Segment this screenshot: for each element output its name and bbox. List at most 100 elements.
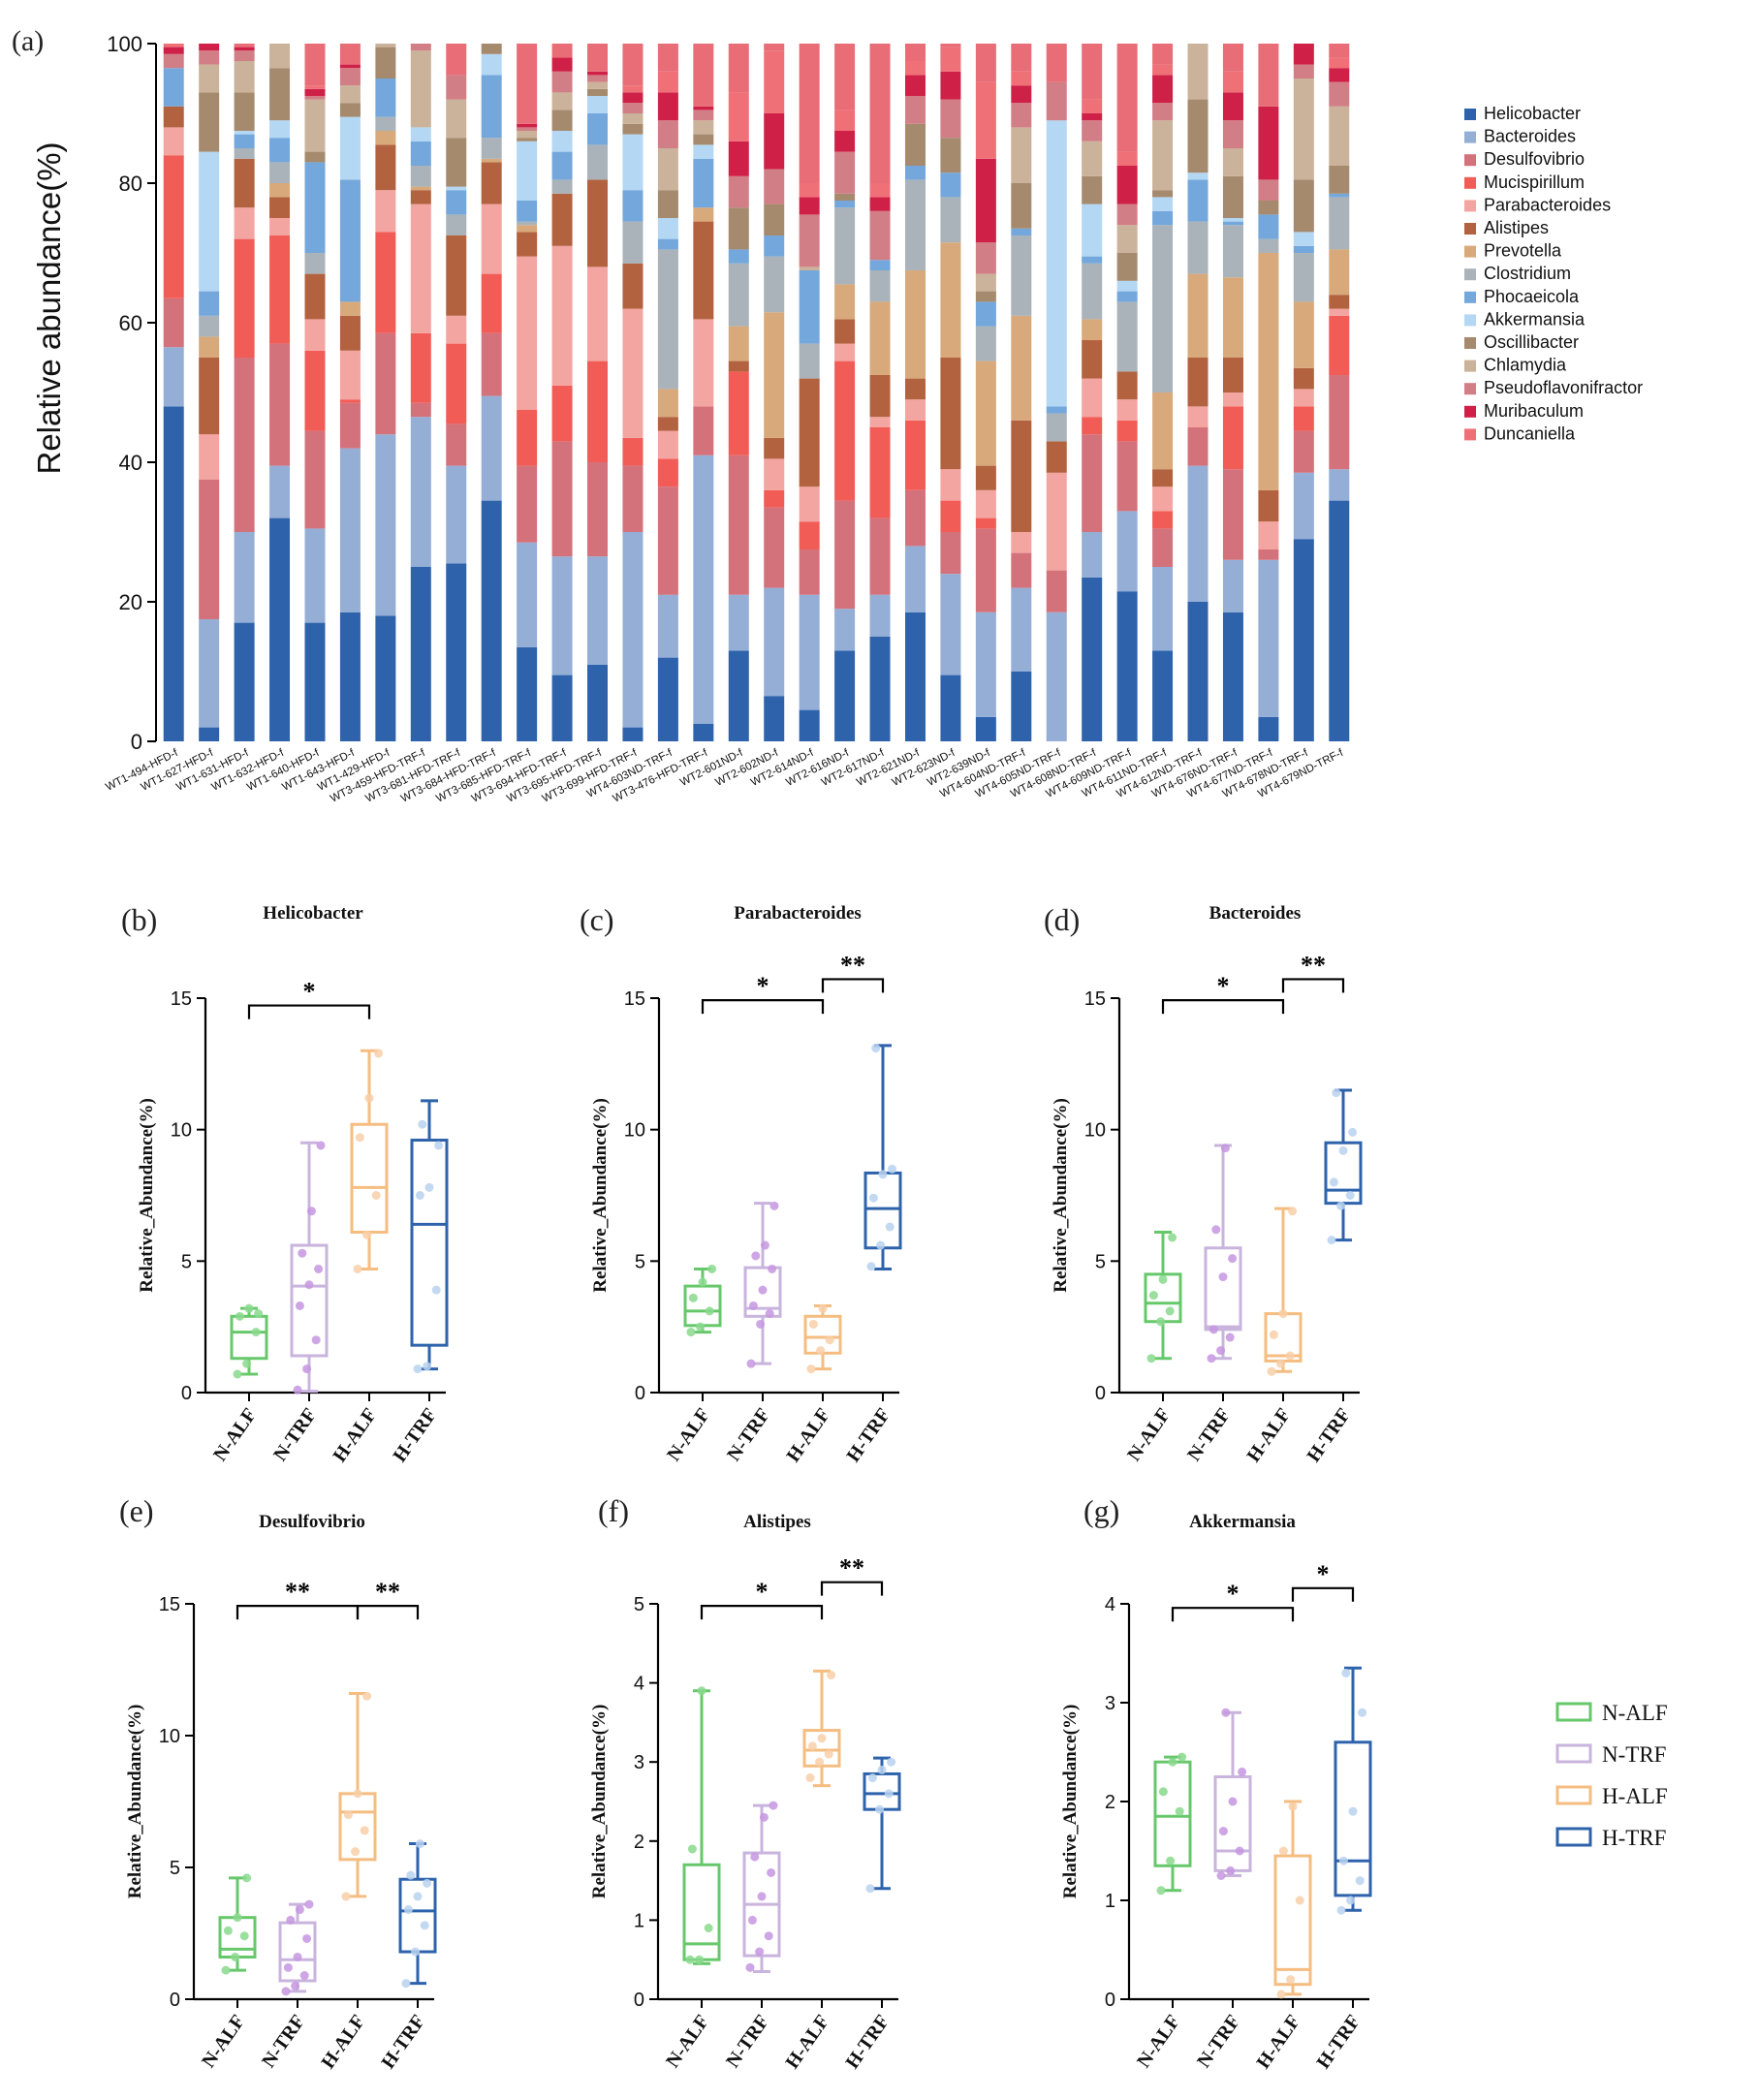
group-legend: N-ALF N-TRF H-ALF H-TRF [1555, 1701, 1668, 1850]
y-axis-label: Relative_Abundance(%) [1060, 1705, 1081, 1899]
data-point [242, 1359, 252, 1368]
bar-stack [622, 44, 644, 741]
data-point [885, 1222, 895, 1232]
bar-segment [1293, 389, 1314, 407]
bar-segment [517, 127, 538, 131]
bar-segment [1187, 99, 1209, 173]
bar-segment [1222, 148, 1243, 176]
data-point [751, 1251, 761, 1261]
bar-segment [199, 151, 220, 292]
data-point [1338, 1145, 1348, 1155]
bar-segment [1258, 44, 1279, 107]
bar-segment [446, 44, 467, 76]
data-point [704, 1924, 713, 1933]
bar-segment [622, 308, 644, 438]
box-iqr [398, 1877, 437, 1954]
bar-segment [551, 71, 573, 93]
bar-segment [551, 556, 573, 675]
bar-segment [799, 214, 820, 267]
legend-label: H-TRF [1602, 1826, 1666, 1850]
bar-segment [693, 454, 714, 724]
bar-segment [1329, 375, 1350, 470]
bar-segment [410, 44, 431, 51]
legend-item: Desulfovibrio [1464, 149, 1585, 169]
x-tick-label: N-ALF [198, 2011, 249, 2072]
bar-segment [339, 402, 361, 449]
bar-segment [1293, 430, 1314, 473]
data-point [413, 1892, 423, 1901]
data-point [374, 1049, 384, 1058]
bar-segment [551, 179, 573, 194]
data-point [251, 1328, 261, 1337]
bar-segment [834, 207, 856, 285]
bar-segment [940, 532, 961, 575]
bar-segment [657, 430, 678, 459]
data-point [769, 1201, 779, 1210]
data-point [806, 1364, 816, 1374]
y-tick-label: 0 [1105, 1990, 1115, 2011]
y-axis-label: Relative_Abundance(%) [1051, 1098, 1071, 1293]
bar-segment [517, 225, 538, 233]
box-iqr [350, 1122, 389, 1234]
data-point [343, 1810, 353, 1820]
bar-segment [1293, 539, 1314, 741]
bar-segment [622, 532, 644, 728]
bar-segment [1329, 44, 1350, 58]
data-point [281, 1987, 291, 1996]
bar-segment [764, 256, 785, 313]
data-point [1276, 1359, 1286, 1368]
bar-segment [764, 235, 785, 257]
bar-segment [199, 315, 220, 337]
bar-segment [657, 120, 678, 148]
bar-segment [1011, 183, 1032, 229]
bar-segment [622, 92, 644, 104]
bar-segment [1222, 218, 1243, 222]
data-point [768, 1264, 777, 1273]
bar-segment [869, 375, 891, 418]
bar-segment [1152, 197, 1174, 211]
box-iqr [1213, 1775, 1252, 1872]
bar-segment [1116, 253, 1138, 281]
bar-segment [834, 343, 856, 361]
box-iqr [863, 1171, 902, 1250]
data-point [304, 1280, 314, 1290]
bar-segment [1011, 420, 1032, 532]
bar-segment [764, 507, 785, 588]
box-iqr [683, 1284, 722, 1328]
x-tick-label: N-ALF [1123, 1404, 1175, 1465]
bar-segment [728, 249, 749, 264]
data-point [1267, 1366, 1276, 1376]
bar-segment [1046, 611, 1067, 741]
data-point [1338, 1856, 1348, 1865]
bar-segment [551, 441, 573, 557]
bar-segment [304, 96, 326, 100]
data-point [747, 1915, 757, 1925]
bar-segment [904, 378, 926, 400]
bar-segment [375, 332, 396, 435]
data-point [1168, 1233, 1177, 1242]
bar-segment [1046, 406, 1067, 414]
data-point [415, 1191, 424, 1200]
legend-item: Oscillibacter [1464, 332, 1579, 352]
panel-a-label: (a) [12, 25, 44, 57]
bar-segment [199, 358, 220, 435]
data-point [406, 1870, 416, 1880]
bar-segment [304, 253, 326, 274]
bar-segment [834, 131, 856, 152]
data-point [223, 1926, 233, 1935]
data-point [767, 1867, 776, 1877]
bar-segment [551, 193, 573, 246]
bar-segment [869, 637, 891, 741]
bar-segment [269, 183, 291, 198]
bar-stack [446, 44, 467, 741]
legend-item: H-ALF [1555, 1784, 1668, 1808]
significance-mark: * [1217, 972, 1230, 1000]
bar-segment [834, 650, 856, 741]
data-point [764, 1931, 773, 1941]
bar-segment [375, 78, 396, 117]
box [218, 1873, 257, 1975]
legend-label: Desulfovibrio [1484, 149, 1585, 169]
plot-title: Akkermansia [1189, 1512, 1296, 1532]
bar-segment [693, 221, 714, 320]
bar-segment [1293, 472, 1314, 540]
